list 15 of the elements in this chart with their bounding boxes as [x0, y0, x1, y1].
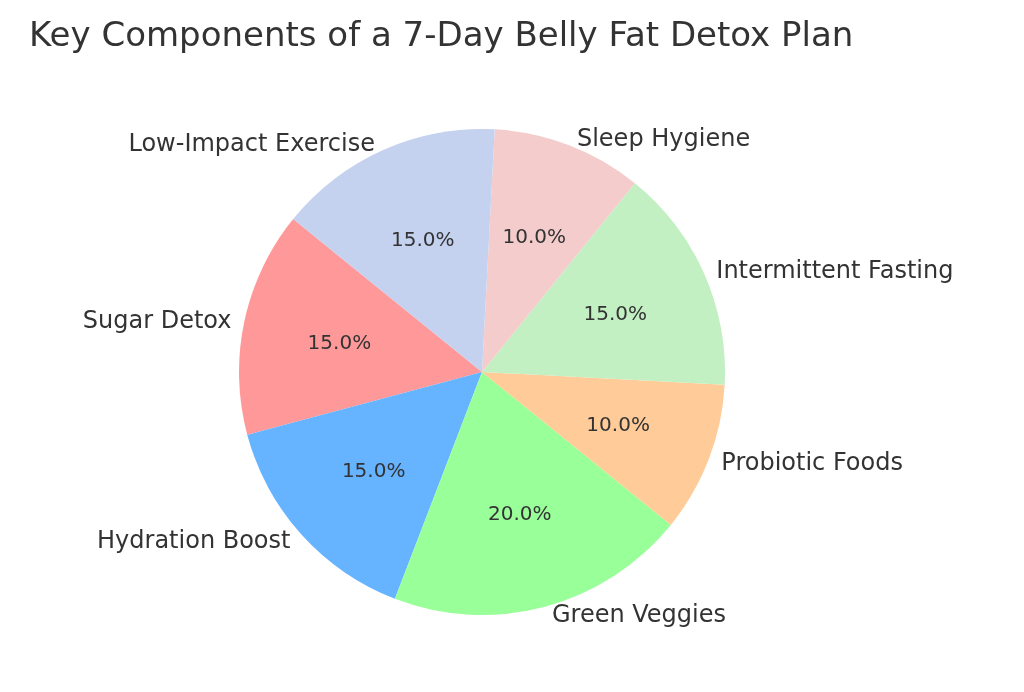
slice-label: Probiotic Foods — [721, 447, 903, 476]
data-label: 15.0% — [583, 300, 647, 325]
data-label: 20.0% — [487, 500, 552, 525]
data-label: 10.0% — [502, 223, 567, 248]
slice-label: Green Veggies — [551, 600, 727, 629]
slice-label: Sleep Hygiene — [576, 123, 751, 152]
chart-title: Key Components of a 7-Day Belly Fat Detox Plan — [29, 14, 854, 54]
data-label: 15.0% — [307, 329, 372, 354]
data-label: 15.0% — [341, 457, 406, 482]
slice-label: Hydration Boost — [97, 525, 291, 554]
slice-label: Intermittent Fasting — [716, 255, 954, 284]
slice-label: Sugar Detox — [82, 305, 232, 334]
data-label: 10.0% — [586, 412, 650, 437]
data-label: 15.0% — [390, 226, 455, 251]
slice-label: Low-Impact Exercise — [128, 128, 375, 157]
